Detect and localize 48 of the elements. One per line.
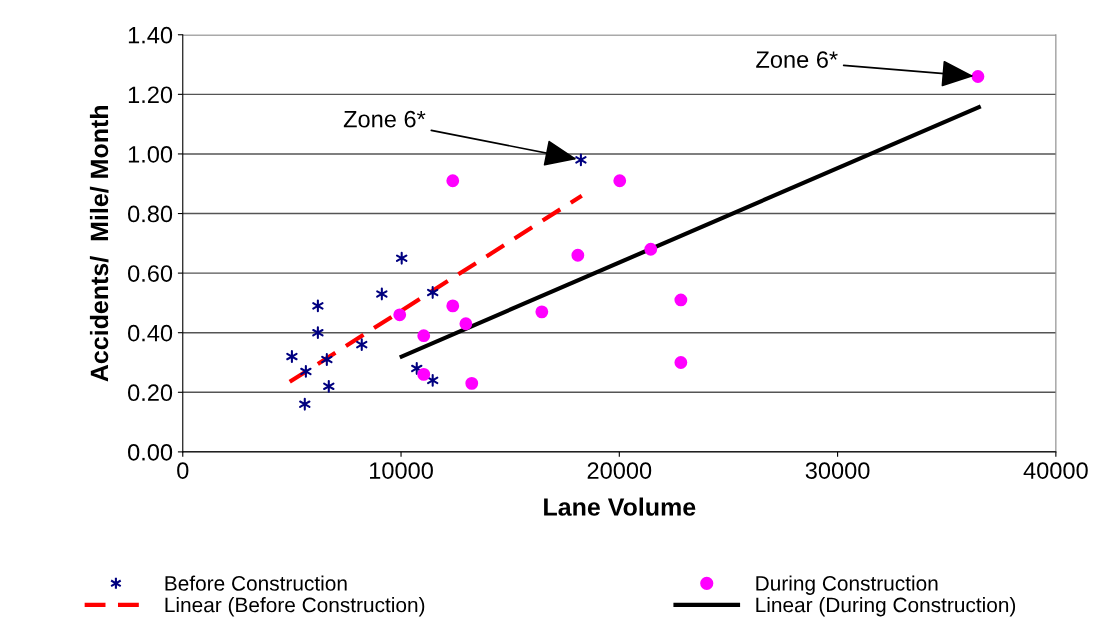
point bbox=[417, 368, 431, 381]
point bbox=[535, 305, 549, 319]
point bbox=[396, 251, 408, 265]
point bbox=[571, 248, 585, 262]
x-tick-label: 0 bbox=[177, 462, 189, 479]
x-tick-label: 10000 bbox=[370, 462, 433, 479]
point bbox=[356, 338, 368, 352]
point bbox=[465, 376, 479, 390]
y-tick-label: 0.60 bbox=[128, 265, 173, 282]
point bbox=[446, 174, 460, 188]
point bbox=[312, 326, 324, 340]
y-tick-label: 1.20 bbox=[128, 86, 173, 104]
point bbox=[459, 317, 473, 331]
point bbox=[312, 299, 324, 313]
point bbox=[644, 242, 658, 256]
y-tick-label: 0.00 bbox=[128, 443, 173, 461]
y-tick-label: 0.20 bbox=[128, 384, 173, 402]
legend-label: Linear (During Construction) bbox=[756, 596, 1016, 617]
y-axis-title: Accidents/ Mile/ Month bbox=[89, 105, 109, 382]
annotation: Zone 6* bbox=[343, 110, 426, 128]
point bbox=[426, 373, 439, 387]
point bbox=[323, 379, 335, 393]
y-tick-label: 1.40 bbox=[128, 26, 173, 44]
point bbox=[376, 287, 388, 301]
point bbox=[321, 353, 333, 366]
x-tick-label: 30000 bbox=[805, 462, 870, 479]
legend-label: Linear (Before Construction) bbox=[165, 596, 425, 617]
point bbox=[575, 153, 587, 167]
point bbox=[300, 365, 312, 378]
x-tick-label: 20000 bbox=[587, 462, 652, 479]
y-tick-label: 1.00 bbox=[128, 146, 173, 163]
annotation: Zone 6* bbox=[756, 51, 838, 68]
point bbox=[446, 299, 460, 313]
y-tick-label: 0.80 bbox=[128, 205, 173, 223]
legend-label: Before Construction bbox=[165, 575, 347, 591]
point bbox=[674, 356, 688, 369]
point bbox=[426, 286, 439, 299]
point bbox=[674, 293, 688, 307]
point bbox=[299, 397, 311, 411]
point bbox=[417, 329, 431, 343]
point bbox=[286, 350, 298, 363]
x-tick-label: 40000 bbox=[1023, 462, 1088, 479]
point bbox=[393, 308, 407, 322]
legend-label: During Construction bbox=[756, 575, 938, 595]
point bbox=[971, 70, 985, 83]
y-tick-label: 0.40 bbox=[128, 324, 173, 342]
point bbox=[613, 174, 627, 188]
x-axis-title: Lane Volume bbox=[544, 497, 696, 516]
